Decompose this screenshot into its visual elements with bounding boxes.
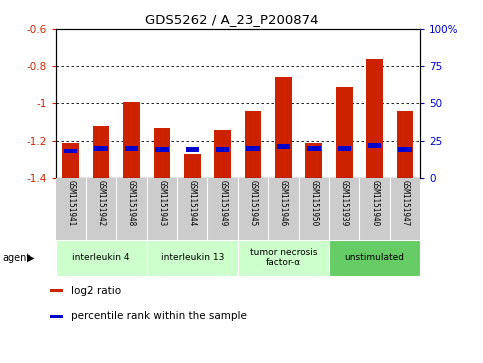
Text: GSM1151940: GSM1151940 [370, 180, 379, 226]
Bar [184, 154, 200, 178]
Text: GSM1151942: GSM1151942 [97, 180, 106, 226]
Text: GSM1151946: GSM1151946 [279, 180, 288, 226]
Text: GSM1151950: GSM1151950 [309, 180, 318, 226]
Bar [56, 240, 147, 276]
Bar [154, 128, 170, 178]
Bar [398, 147, 412, 152]
Text: agent: agent [2, 253, 30, 263]
Bar [275, 77, 292, 178]
Bar [123, 102, 140, 178]
Bar [329, 240, 420, 276]
Bar [368, 143, 381, 147]
Text: GSM1151939: GSM1151939 [340, 180, 349, 226]
Bar [397, 111, 413, 178]
Bar [277, 144, 290, 149]
Bar [147, 240, 238, 276]
Text: percentile rank within the sample: percentile rank within the sample [71, 311, 247, 321]
Text: GSM1151941: GSM1151941 [66, 180, 75, 226]
Bar [307, 146, 321, 151]
Text: ▶: ▶ [27, 253, 34, 263]
Text: log2 ratio: log2 ratio [71, 286, 121, 296]
Text: unstimulated: unstimulated [345, 253, 405, 262]
Bar [246, 146, 260, 151]
Bar [245, 111, 261, 178]
Text: GSM1151947: GSM1151947 [400, 180, 410, 226]
Text: GSM1151944: GSM1151944 [188, 180, 197, 226]
Bar [62, 143, 79, 178]
Bar [338, 146, 351, 151]
Text: GDS5262 / A_23_P200874: GDS5262 / A_23_P200874 [145, 13, 319, 26]
Bar [238, 240, 329, 276]
Text: interleukin 4: interleukin 4 [72, 253, 130, 262]
Text: GSM1151943: GSM1151943 [157, 180, 167, 226]
Bar [50, 289, 63, 292]
Bar [185, 147, 199, 152]
Bar [64, 149, 77, 154]
Bar [93, 126, 110, 178]
Bar [336, 87, 353, 178]
Bar [305, 143, 322, 178]
Text: GSM1151948: GSM1151948 [127, 180, 136, 226]
Bar [95, 146, 108, 151]
Text: GSM1151949: GSM1151949 [218, 180, 227, 226]
Bar [125, 146, 138, 151]
Bar [216, 147, 229, 152]
Bar [366, 59, 383, 178]
Bar [214, 130, 231, 178]
Text: tumor necrosis
factor-α: tumor necrosis factor-α [250, 248, 317, 268]
Bar [155, 147, 169, 152]
Text: interleukin 13: interleukin 13 [161, 253, 224, 262]
Bar [50, 315, 63, 318]
Text: GSM1151945: GSM1151945 [249, 180, 257, 226]
